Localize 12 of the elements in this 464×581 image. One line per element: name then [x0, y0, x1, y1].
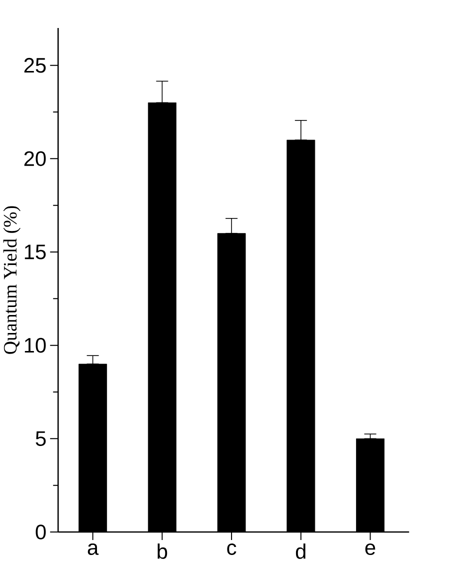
x-tick-label: d	[296, 544, 306, 559]
y-tick-label: 20	[24, 151, 46, 166]
x-tick-label: a	[88, 544, 99, 555]
x-tick-label: b	[158, 544, 168, 559]
y-axis-title: Quantum Yield (%)	[3, 206, 21, 354]
y-tick-label: 0	[36, 524, 46, 540]
y-tick-label: 15	[25, 244, 46, 260]
y-tick-label: 10	[25, 338, 46, 353]
x-tick-label: e	[365, 544, 376, 555]
x-tick-label: c	[227, 544, 236, 555]
y-tick-label: 5	[36, 431, 46, 446]
y-tick-label: 25	[24, 58, 46, 73]
